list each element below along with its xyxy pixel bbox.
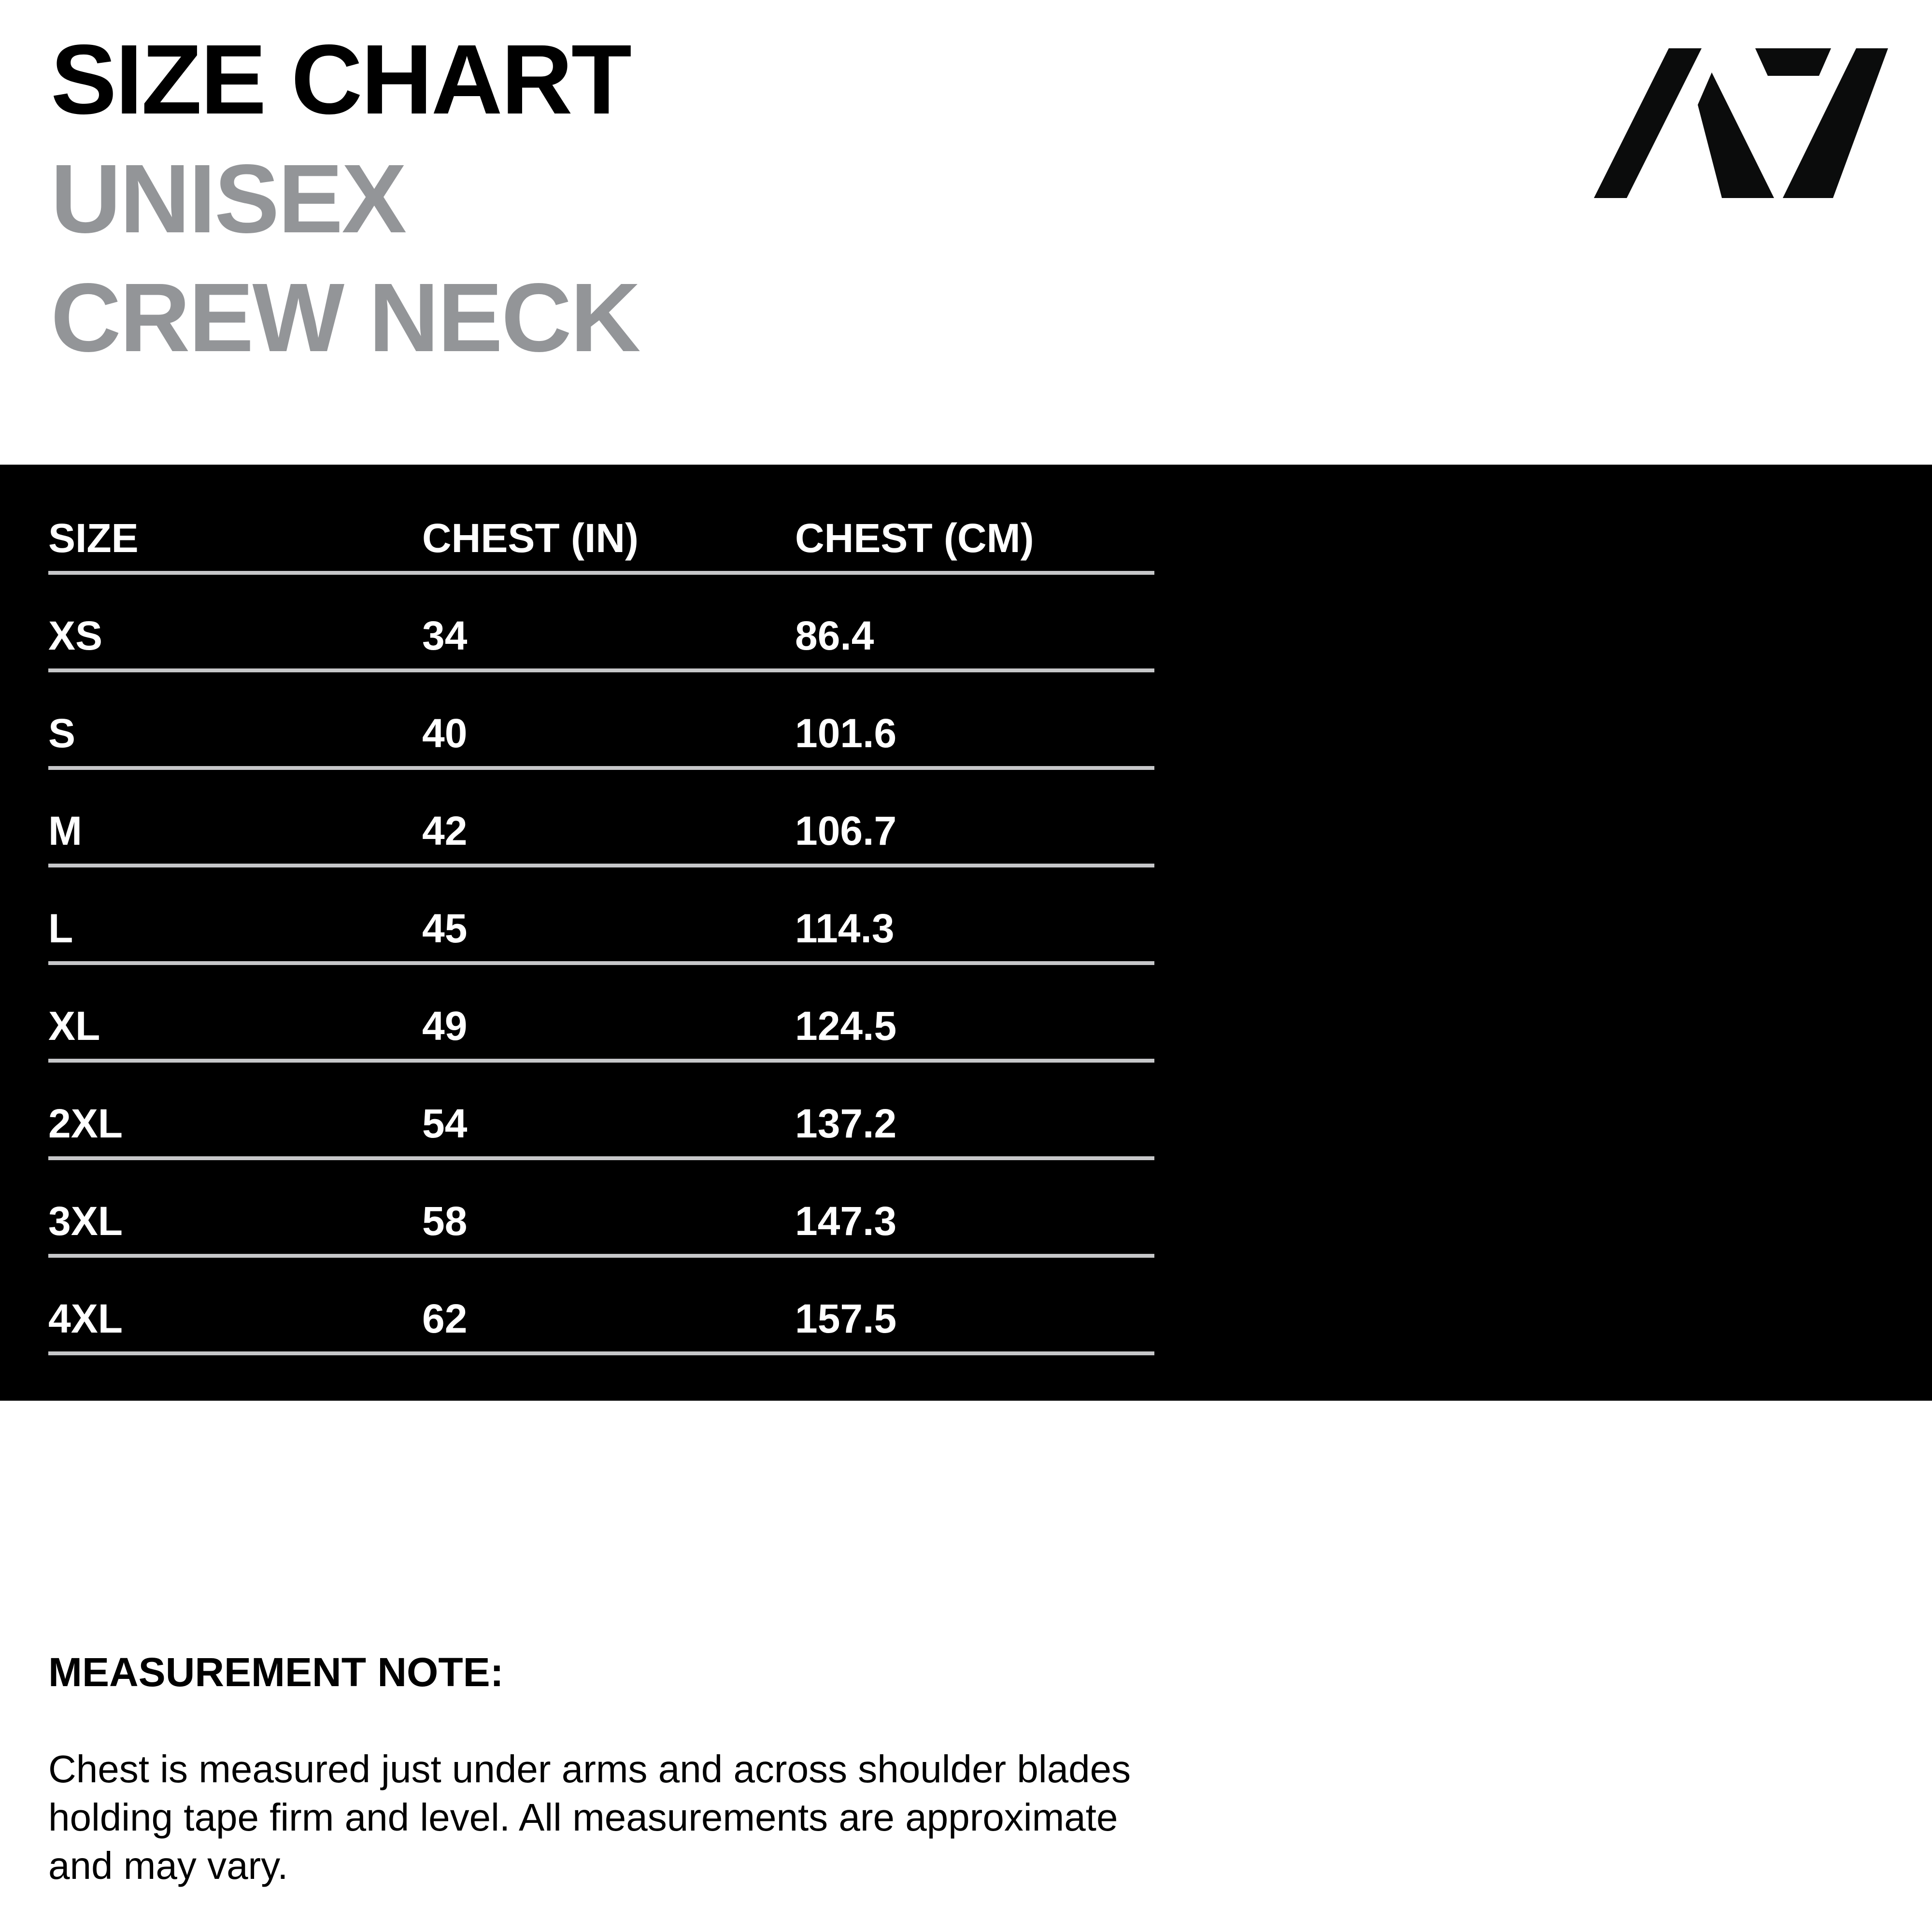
table-row-l: L 45 114.3 xyxy=(48,867,1154,965)
subtitle-gender: UNISEX xyxy=(51,144,407,253)
chest-in-cell: 42 xyxy=(422,808,468,853)
chest-cm-cell: 86.4 xyxy=(795,613,874,658)
size-cell: M xyxy=(48,808,82,853)
chest-in-cell: 49 xyxy=(422,1003,468,1049)
chest-in-cell: 58 xyxy=(422,1198,468,1244)
size-cell: XL xyxy=(48,1003,100,1049)
table-row-2xl: 2XL 54 137.2 xyxy=(48,1063,1154,1160)
column-header-chest-cm: CHEST (CM) xyxy=(795,515,1034,561)
chest-cm-cell: 124.5 xyxy=(795,1003,897,1049)
size-cell: XS xyxy=(48,613,103,658)
measurement-note-text: Chest is measured just under arms and ac… xyxy=(48,1745,1131,1890)
chest-cm-cell: 106.7 xyxy=(795,808,897,853)
note-line-3: and may vary. xyxy=(48,1844,288,1887)
chest-in-cell: 45 xyxy=(422,906,468,951)
table-row-xs: XS 34 86.4 xyxy=(48,575,1154,672)
note-line-2: holding tape firm and level. All measure… xyxy=(48,1796,1118,1839)
note-line-1: Chest is measured just under arms and ac… xyxy=(48,1747,1131,1790)
table-row-4xl: 4XL 62 157.5 xyxy=(48,1258,1154,1355)
size-cell: 4XL xyxy=(48,1296,123,1341)
table-row-xl: XL 49 124.5 xyxy=(48,965,1154,1063)
chest-cm-cell: 157.5 xyxy=(795,1296,897,1341)
column-header-chest-in: CHEST (IN) xyxy=(422,515,639,561)
table-header-row: SIZE CHEST (IN) CHEST (CM) xyxy=(48,465,1154,575)
chest-cm-cell: 101.6 xyxy=(795,710,897,756)
size-table-band: SIZE CHEST (IN) CHEST (CM) XS 34 86.4 S … xyxy=(0,465,1932,1401)
chest-in-cell: 62 xyxy=(422,1296,468,1341)
chest-cm-cell: 137.2 xyxy=(795,1101,897,1146)
chest-in-cell: 40 xyxy=(422,710,468,756)
a7-brand-logo-icon xyxy=(1589,48,1889,198)
page-title: SIZE CHART xyxy=(51,24,632,135)
title-block: SIZE CHART UNISEX CREW NECK xyxy=(51,20,641,377)
table-row-m: M 42 106.7 xyxy=(48,770,1154,867)
column-header-size: SIZE xyxy=(48,515,139,561)
subtitle-product: CREW NECK xyxy=(51,263,641,372)
size-cell: 2XL xyxy=(48,1101,123,1146)
table-row-s: S 40 101.6 xyxy=(48,672,1154,770)
chest-cm-cell: 114.3 xyxy=(795,906,895,951)
size-cell: L xyxy=(48,906,73,951)
size-cell: 3XL xyxy=(48,1198,123,1244)
size-table: SIZE CHEST (IN) CHEST (CM) XS 34 86.4 S … xyxy=(48,465,1154,1355)
chest-in-cell: 54 xyxy=(422,1101,468,1146)
chest-in-cell: 34 xyxy=(422,613,468,658)
measurement-note-heading: MEASUREMENT NOTE: xyxy=(48,1649,504,1695)
size-cell: S xyxy=(48,710,76,756)
chest-cm-cell: 147.3 xyxy=(795,1198,897,1244)
table-row-3xl: 3XL 58 147.3 xyxy=(48,1160,1154,1258)
